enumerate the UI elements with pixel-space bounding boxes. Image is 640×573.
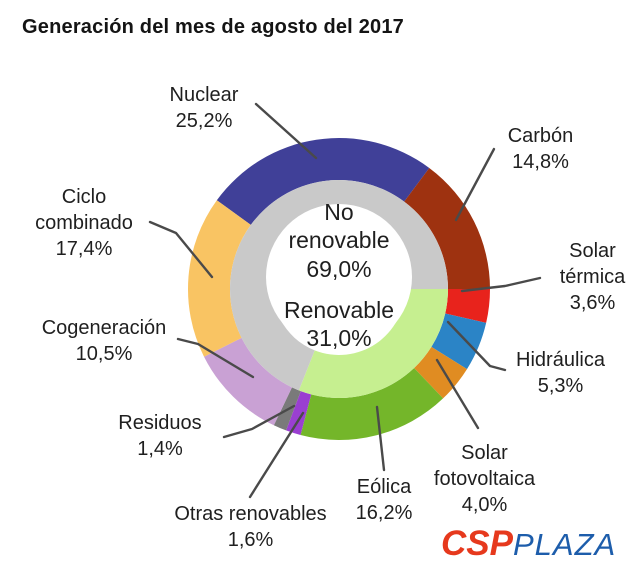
label-eolica: Eólica 16,2% — [324, 474, 444, 526]
leader-line-otras-renovables — [248, 411, 305, 499]
center-label-value: 31,0% — [306, 325, 372, 352]
leader-line-solar-termica — [460, 276, 542, 293]
segment-value: 14,8% — [512, 151, 569, 173]
center-label-name: Renovable — [284, 297, 394, 323]
leader-line-hidraulica — [446, 320, 507, 372]
leader-line-carbon — [454, 147, 496, 222]
donut-hole — [266, 204, 412, 350]
leader-line-solar-fotovoltaica — [435, 358, 480, 430]
logo-plaza-text: PLAZA — [512, 527, 617, 562]
label-ciclo-combinado: Ciclo combinado 17,4% — [13, 184, 155, 262]
label-cogeneracion: Cogeneración 10,5% — [18, 315, 190, 367]
leader-line-nuclear — [254, 102, 318, 160]
segment-value: 1,6% — [227, 529, 274, 551]
label-residuos: Residuos 1,4% — [95, 410, 225, 462]
segment-eolica — [300, 367, 444, 441]
segment-value: 3,6% — [569, 292, 616, 314]
segment-name: Residuos — [118, 412, 202, 434]
leader-line-cogeneracion — [176, 337, 255, 379]
segment-value: 1,4% — [137, 438, 183, 460]
segment-value: 4,0% — [461, 494, 508, 516]
leader-line-residuos — [222, 404, 296, 439]
label-nuclear: Nuclear 25,2% — [139, 82, 269, 134]
segment-carbon — [404, 167, 490, 289]
segment-value: 10,5% — [75, 343, 133, 365]
label-solar-fotovoltaica: Solar fotovoltaica 4,0% — [417, 440, 552, 518]
center-label-no-renovable: No renovable 69,0% — [239, 198, 439, 283]
segment-value: 17,4% — [55, 238, 113, 260]
segment-value: 25,2% — [175, 110, 233, 132]
center-label-value: 69,0% — [306, 255, 372, 282]
leader-line-eolica — [375, 405, 386, 472]
segment-name: Otras renovables — [174, 503, 327, 525]
center-label-renovable: Renovable 31,0% — [239, 296, 439, 353]
segment-ciclo-combinado — [187, 200, 251, 357]
segment-name: Carbón — [507, 125, 574, 147]
segment-name: Eólica — [356, 476, 412, 498]
segment-value: 16,2% — [355, 502, 413, 524]
segment-name: Nuclear — [169, 84, 239, 106]
segment-otras-renovables — [286, 391, 312, 436]
label-otras-renovables: Otras renovables 1,6% — [148, 501, 353, 553]
segment-name: Solar fotovoltaica — [433, 442, 536, 490]
label-solar-termica: Solar térmica 3,6% — [530, 238, 640, 316]
label-carbon: Carbón 14,8% — [478, 123, 603, 175]
segment-name: Ciclo combinado — [35, 186, 133, 234]
segment-solar-termica — [445, 289, 490, 323]
csp-plaza-logo: CSP PLAZA — [441, 524, 616, 564]
segment-value: 5,3% — [537, 375, 584, 397]
segment-name: Solar térmica — [559, 240, 626, 288]
inner-segment-renovable — [298, 289, 448, 399]
center-label-name: No renovable — [288, 199, 390, 254]
segment-name: Cogeneración — [41, 317, 167, 339]
segment-nuclear — [216, 137, 430, 225]
segment-name: Hidráulica — [516, 349, 605, 371]
logo-csp-text: CSP — [441, 524, 513, 563]
leader-line-ciclo-combinado — [148, 220, 214, 279]
chart-title: Generación del mes de agosto del 2017 — [22, 16, 404, 38]
label-hidraulica: Hidráulica 5,3% — [498, 347, 623, 399]
segment-hidraulica — [431, 313, 487, 370]
